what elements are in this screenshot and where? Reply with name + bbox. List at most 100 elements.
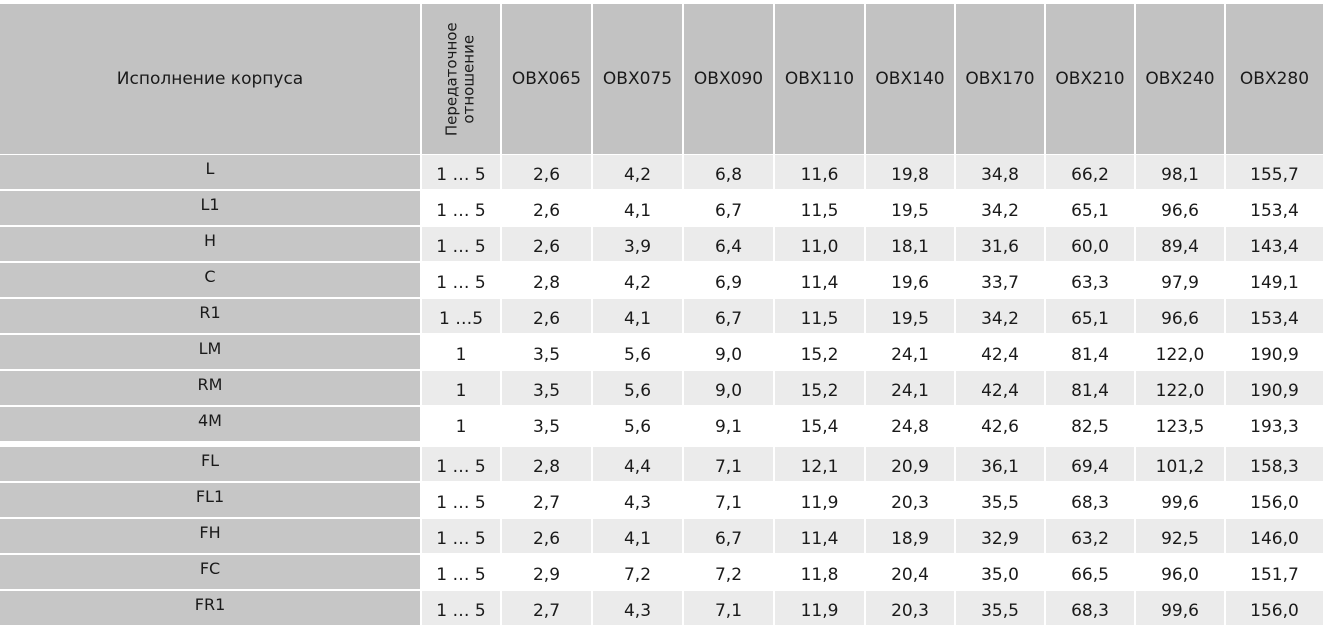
housing-name-cell: FH	[0, 519, 422, 553]
value-cell: 42,4	[956, 371, 1046, 405]
value-cell: 99,6	[1136, 591, 1226, 625]
ratio-cell: 1 … 5	[422, 483, 502, 517]
value-cell: 11,9	[775, 483, 866, 517]
value-cell: 66,2	[1046, 155, 1136, 189]
value-cell: 6,7	[684, 519, 775, 553]
value-cell: 5,6	[593, 407, 684, 441]
value-cell: 4,1	[593, 519, 684, 553]
value-cell: 24,1	[866, 371, 956, 405]
value-cell: 2,7	[502, 483, 593, 517]
value-cell: 11,4	[775, 519, 866, 553]
housing-name-cell: RM	[0, 371, 422, 405]
table-header-row: Исполнение корпуса Передаточное отношени…	[0, 4, 1323, 154]
ratio-cell: 1 … 5	[422, 263, 502, 297]
value-cell: 143,4	[1226, 227, 1323, 261]
value-cell: 96,0	[1136, 555, 1226, 589]
housing-name-cell: C	[0, 263, 422, 297]
housing-name-cell: FL1	[0, 483, 422, 517]
housing-name-cell: 4M	[0, 407, 422, 441]
value-cell: 2,6	[502, 519, 593, 553]
value-cell: 20,3	[866, 483, 956, 517]
table-row: FL1 1 … 5 2,7 4,3 7,1 11,9 20,3 35,5 68,3 99,6 156…	[0, 483, 1323, 517]
housing-name-cell: H	[0, 227, 422, 261]
value-cell: 96,6	[1136, 191, 1226, 225]
ratio-column-header: Передаточное отношение	[422, 4, 502, 154]
value-cell: 24,8	[866, 407, 956, 441]
value-cell: 4,2	[593, 263, 684, 297]
value-cell: 153,4	[1226, 299, 1323, 333]
value-cell: 11,5	[775, 299, 866, 333]
value-cell: 158,3	[1226, 447, 1323, 481]
ratio-header-line2: отношение	[460, 34, 478, 124]
value-cell: 190,9	[1226, 371, 1323, 405]
ratio-cell: 1 … 5	[422, 555, 502, 589]
value-cell: 20,3	[866, 591, 956, 625]
value-cell: 92,5	[1136, 519, 1226, 553]
value-cell: 4,4	[593, 447, 684, 481]
value-cell: 34,8	[956, 155, 1046, 189]
value-cell: 4,3	[593, 483, 684, 517]
table-row: FL 1 … 5 2,8 4,4 7,1 12,1 20,9 36,1 69,4 101,2 158…	[0, 447, 1323, 481]
value-cell: 34,2	[956, 191, 1046, 225]
value-cell: 7,1	[684, 483, 775, 517]
value-cell: 68,3	[1046, 591, 1136, 625]
housing-name-cell: R1	[0, 299, 422, 333]
value-cell: 6,8	[684, 155, 775, 189]
value-cell: 122,0	[1136, 371, 1226, 405]
value-cell: 3,5	[502, 407, 593, 441]
value-cell: 11,9	[775, 591, 866, 625]
value-cell: 42,4	[956, 335, 1046, 369]
value-cell: 19,8	[866, 155, 956, 189]
ratio-cell: 1 …5	[422, 299, 502, 333]
value-cell: 4,3	[593, 591, 684, 625]
ratio-cell: 1 … 5	[422, 155, 502, 189]
value-cell: 98,1	[1136, 155, 1226, 189]
value-cell: 5,6	[593, 371, 684, 405]
model-column-header: OBX090	[684, 4, 775, 154]
value-cell: 3,5	[502, 371, 593, 405]
value-cell: 4,2	[593, 155, 684, 189]
value-cell: 18,9	[866, 519, 956, 553]
value-cell: 2,7	[502, 591, 593, 625]
ratio-cell: 1	[422, 335, 502, 369]
value-cell: 155,7	[1226, 155, 1323, 189]
value-cell: 96,6	[1136, 299, 1226, 333]
ratio-cell: 1 … 5	[422, 191, 502, 225]
value-cell: 63,3	[1046, 263, 1136, 297]
value-cell: 97,9	[1136, 263, 1226, 297]
housing-column-header: Исполнение корпуса	[0, 4, 422, 154]
value-cell: 4,1	[593, 299, 684, 333]
value-cell: 156,0	[1226, 591, 1323, 625]
table-row: L1 1 … 5 2,6 4,1 6,7 11,5 19,5 34,2 65,1 96,6 153,…	[0, 191, 1323, 225]
model-column-header: OBX170	[956, 4, 1046, 154]
value-cell: 31,6	[956, 227, 1046, 261]
value-cell: 11,0	[775, 227, 866, 261]
value-cell: 65,1	[1046, 191, 1136, 225]
value-cell: 122,0	[1136, 335, 1226, 369]
ratio-header-label: Передаточное отношение	[443, 22, 479, 136]
housing-name-cell: L	[0, 155, 422, 189]
value-cell: 9,0	[684, 371, 775, 405]
value-cell: 2,6	[502, 299, 593, 333]
housing-name-cell: FR1	[0, 591, 422, 625]
value-cell: 66,5	[1046, 555, 1136, 589]
value-cell: 89,4	[1136, 227, 1226, 261]
value-cell: 34,2	[956, 299, 1046, 333]
model-column-header: OBX140	[866, 4, 956, 154]
value-cell: 36,1	[956, 447, 1046, 481]
model-column-header: OBX210	[1046, 4, 1136, 154]
model-column-header: OBX240	[1136, 4, 1226, 154]
value-cell: 42,6	[956, 407, 1046, 441]
value-cell: 101,2	[1136, 447, 1226, 481]
value-cell: 32,9	[956, 519, 1046, 553]
ratio-cell: 1 … 5	[422, 447, 502, 481]
value-cell: 2,8	[502, 263, 593, 297]
value-cell: 11,6	[775, 155, 866, 189]
value-cell: 35,5	[956, 591, 1046, 625]
value-cell: 7,2	[684, 555, 775, 589]
value-cell: 65,1	[1046, 299, 1136, 333]
model-column-header: OBX280	[1226, 4, 1323, 154]
ratio-cell: 1	[422, 407, 502, 441]
